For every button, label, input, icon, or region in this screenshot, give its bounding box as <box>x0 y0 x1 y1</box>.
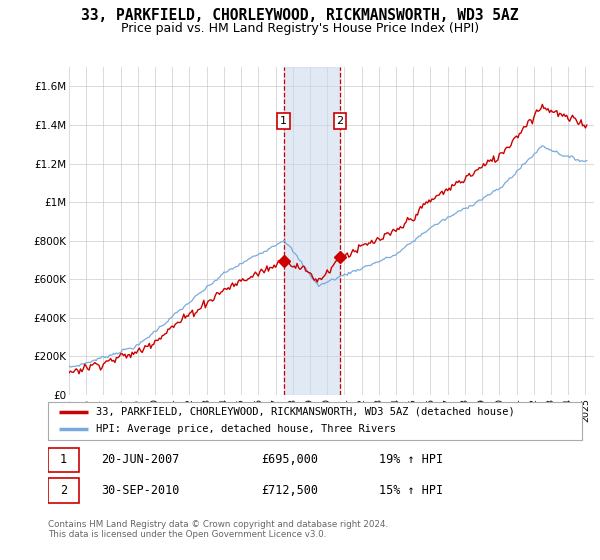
Text: 1: 1 <box>280 116 287 126</box>
Bar <box>284 67 340 395</box>
Text: 33, PARKFIELD, CHORLEYWOOD, RICKMANSWORTH, WD3 5AZ: 33, PARKFIELD, CHORLEYWOOD, RICKMANSWORT… <box>81 8 519 24</box>
Text: 1: 1 <box>60 453 67 466</box>
Text: 19% ↑ HPI: 19% ↑ HPI <box>379 453 443 466</box>
Text: £695,000: £695,000 <box>262 453 319 466</box>
Text: Contains HM Land Registry data © Crown copyright and database right 2024.
This d: Contains HM Land Registry data © Crown c… <box>48 520 388 539</box>
Text: HPI: Average price, detached house, Three Rivers: HPI: Average price, detached house, Thre… <box>96 424 396 435</box>
Text: Price paid vs. HM Land Registry's House Price Index (HPI): Price paid vs. HM Land Registry's House … <box>121 22 479 35</box>
FancyBboxPatch shape <box>48 478 79 503</box>
FancyBboxPatch shape <box>48 402 582 440</box>
Text: 20-JUN-2007: 20-JUN-2007 <box>101 453 180 466</box>
Text: 2: 2 <box>337 116 344 126</box>
Text: £712,500: £712,500 <box>262 484 319 497</box>
Text: 33, PARKFIELD, CHORLEYWOOD, RICKMANSWORTH, WD3 5AZ (detached house): 33, PARKFIELD, CHORLEYWOOD, RICKMANSWORT… <box>96 407 515 417</box>
FancyBboxPatch shape <box>48 447 79 472</box>
Text: 15% ↑ HPI: 15% ↑ HPI <box>379 484 443 497</box>
Text: 2: 2 <box>60 484 67 497</box>
Text: 30-SEP-2010: 30-SEP-2010 <box>101 484 180 497</box>
